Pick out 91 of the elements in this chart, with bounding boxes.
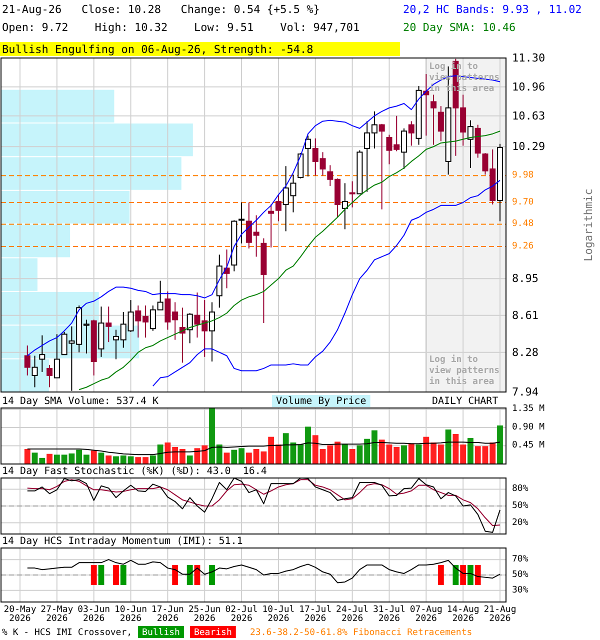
y-tick-label: 0.90 M — [512, 422, 546, 432]
candlestick — [106, 306, 112, 343]
x-tick-label: 24-Jul 2026 — [336, 605, 369, 624]
text: Bullish Engulfing on 06-Aug-26, Strength: -54.8 — [2, 43, 314, 56]
y-tick-label: 7.94 — [512, 386, 539, 398]
candlestick — [268, 204, 274, 248]
candlestick — [408, 120, 414, 146]
x-tick-label: 20-May 2026 — [4, 605, 37, 624]
y-axis-title: Logarithmic — [582, 188, 595, 262]
y-tick-label: 70% — [512, 554, 529, 565]
bar — [497, 425, 503, 464]
bar — [106, 455, 112, 464]
x-tick-label: 02-Jul 2026 — [225, 605, 258, 624]
chart-title: 14 Day HCS Intraday Momentum (IMI): 51.1 — [2, 536, 243, 547]
bar — [224, 452, 230, 464]
text: 20,2 HC Bands: 9.93 , 11.02 — [403, 3, 582, 16]
text: Bullish — [142, 628, 180, 638]
text: 20 Day SMA: 10.46 — [403, 21, 516, 34]
candlestick — [209, 302, 215, 362]
candlestick — [46, 364, 53, 388]
bar — [408, 443, 414, 464]
bar — [98, 452, 104, 464]
bar — [416, 444, 422, 464]
ref-line-label: 9.26 — [512, 241, 534, 252]
candlestick — [54, 334, 60, 378]
text: 21-Aug-26 Close: 10.28 Change: 0.54 {+5.5 %} — [2, 3, 320, 16]
candlestick — [378, 123, 385, 210]
y-tick-label: 20% — [512, 518, 529, 528]
text: Bearish — [194, 628, 232, 638]
bar — [349, 448, 356, 464]
chart-title: 14 Day Fast Stochastic (%K) (%D): 43.0 16.4 — [2, 466, 267, 477]
y-tick-label: 1.35 M — [512, 404, 546, 414]
candlestick — [349, 180, 356, 208]
legend-title: % K - HCS IMI Crossover, — [2, 628, 132, 638]
bar — [468, 438, 474, 464]
candlestick — [305, 135, 311, 178]
ref-line-label: 9.48 — [512, 219, 534, 230]
bar — [90, 450, 97, 464]
x-tick-label: 03-Jun 2026 — [78, 605, 110, 624]
y-tick-label: 50% — [512, 501, 529, 511]
x-tick-label: 17-Jul 2026 — [299, 605, 332, 624]
x-tick-label: 10-Jun 2026 — [114, 605, 148, 624]
candlestick — [186, 312, 193, 344]
x-tick-label: 25-Jun 2026 — [188, 605, 221, 624]
x-tick-label: 27-May 2026 — [40, 605, 74, 624]
ref-line-label: 9.98 — [512, 170, 534, 181]
text: 23.6-38.2-50-61.8% Fibonacci Retracements — [250, 628, 472, 638]
chart-title: 14 Day SMA Volume: 537.4 K — [2, 396, 159, 407]
y-tick-label: 11.30 — [512, 52, 546, 64]
y-tick-label: 10.96 — [512, 80, 546, 94]
y-tick-label: 0.45 M — [512, 440, 546, 451]
bar — [46, 454, 52, 464]
y-tick-label: 80% — [512, 484, 529, 494]
bar — [342, 444, 348, 464]
annotation: Log in to view patterns in this area — [429, 354, 500, 387]
bar — [24, 448, 30, 464]
y-tick-label: 10.63 — [512, 109, 546, 122]
y-tick-label: 50% — [512, 570, 529, 580]
text: Volume By Price — [276, 396, 366, 407]
text: Open: 9.72 High: 10.32 Low: 9.51 Vol: 947,701 — [2, 21, 360, 34]
y-tick-label: 30% — [512, 585, 529, 596]
y-tick-label: 8.61 — [512, 308, 538, 322]
candlestick — [430, 94, 437, 146]
bar — [445, 430, 452, 464]
candlestick — [24, 344, 30, 376]
candlestick — [342, 182, 348, 230]
line-series — [26, 559, 500, 584]
ref-line-label: 9.70 — [512, 198, 534, 208]
line-series — [152, 180, 500, 387]
text: DAILY CHART — [432, 396, 498, 407]
y-tick-label: 8.95 — [512, 272, 538, 286]
candlestick — [39, 334, 46, 372]
x-tick-label: 07-Aug 2026 — [410, 605, 442, 624]
line-series — [26, 442, 500, 456]
x-tick-label: 31-Jul 2026 — [372, 605, 406, 624]
candlestick — [467, 120, 474, 169]
x-tick-label: 10-Jul 2026 — [262, 605, 295, 624]
bar — [186, 455, 193, 464]
candlestick — [298, 152, 304, 179]
candlestick — [401, 128, 407, 170]
x-tick-label: 21-Aug 2026 — [484, 605, 516, 624]
x-tick-label: 17-Jun 2026 — [151, 605, 184, 624]
y-tick-label: 10.29 — [512, 140, 546, 154]
y-tick-label: 8.28 — [512, 346, 538, 359]
bar — [401, 445, 407, 464]
candlestick — [275, 194, 282, 222]
candlestick — [238, 202, 245, 244]
x-tick-label: 14-Aug 2026 — [446, 605, 480, 624]
candlestick — [438, 106, 444, 142]
candlestick — [224, 249, 230, 289]
candlestick — [32, 355, 38, 388]
